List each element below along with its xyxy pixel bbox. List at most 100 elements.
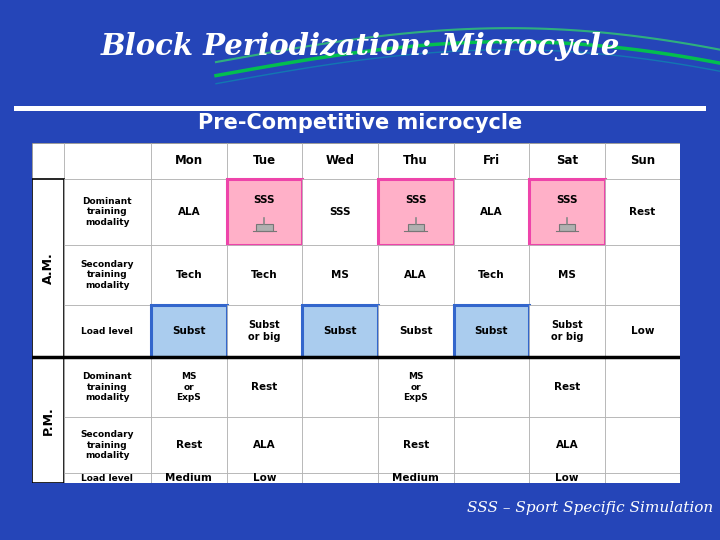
Bar [151, 245, 227, 305]
Bar [454, 473, 529, 483]
Text: ALA: ALA [480, 207, 503, 217]
Bar [227, 143, 302, 179]
Text: SSS: SSS [557, 195, 577, 205]
Bar [302, 143, 378, 179]
Text: ALA: ALA [253, 440, 276, 450]
Text: ALA: ALA [178, 207, 200, 217]
Text: Subst: Subst [323, 326, 357, 336]
Text: Rest: Rest [251, 382, 277, 392]
Text: Subst
or big: Subst or big [551, 320, 583, 342]
Bar [227, 357, 302, 417]
Text: Load level: Load level [81, 474, 133, 483]
Bar [302, 417, 378, 473]
Text: Tech: Tech [251, 270, 278, 280]
Bar [32, 357, 63, 483]
Text: P.M.: P.M. [42, 406, 55, 435]
Text: Secondary
training
modality: Secondary training modality [81, 260, 134, 290]
Bar [454, 245, 529, 305]
Bar [227, 473, 302, 483]
Text: SSS: SSS [253, 195, 275, 205]
Bar [529, 305, 605, 357]
Bar [32, 179, 63, 357]
Bar [227, 417, 302, 473]
Bar [378, 179, 454, 245]
Text: Sat: Sat [556, 154, 578, 167]
Bar [151, 179, 227, 245]
Text: Fri: Fri [483, 154, 500, 167]
Bar [408, 225, 424, 231]
Text: Low: Low [253, 473, 276, 483]
Bar [227, 245, 302, 305]
Bar [63, 143, 151, 179]
Bar [605, 417, 680, 473]
Bar [378, 357, 454, 417]
Bar [454, 143, 529, 179]
Text: Pre-Competitive microcycle: Pre-Competitive microcycle [198, 113, 522, 133]
Text: MS: MS [558, 270, 576, 280]
Text: Secondary
training
modality: Secondary training modality [81, 430, 134, 460]
Bar [529, 245, 605, 305]
Bar [529, 473, 605, 483]
Text: Low: Low [631, 326, 654, 336]
Text: Subst: Subst [172, 326, 205, 336]
Bar [32, 143, 63, 179]
Bar [605, 179, 680, 245]
Bar [605, 357, 680, 417]
Text: Thu: Thu [403, 154, 428, 167]
Bar [454, 357, 529, 417]
Bar [529, 179, 605, 245]
Bar [454, 179, 529, 245]
Text: Sun: Sun [630, 154, 655, 167]
Text: Block Periodization: Microcycle: Block Periodization: Microcycle [100, 32, 620, 61]
Text: Subst
or big: Subst or big [248, 320, 281, 342]
Bar [529, 143, 605, 179]
Bar [151, 357, 227, 417]
Bar [378, 417, 454, 473]
Bar [14, 106, 706, 111]
Bar [605, 143, 680, 179]
Text: Rest: Rest [176, 440, 202, 450]
Bar [227, 179, 302, 245]
Bar [256, 225, 273, 231]
Bar [227, 305, 302, 357]
Bar [605, 245, 680, 305]
Bar [605, 305, 680, 357]
Bar [302, 357, 378, 417]
Bar [378, 473, 454, 483]
Bar [63, 305, 151, 357]
Text: Subst: Subst [399, 326, 433, 336]
Bar [559, 225, 575, 231]
Text: MS: MS [331, 270, 349, 280]
Text: Tech: Tech [176, 270, 202, 280]
Bar [63, 473, 151, 483]
Bar [605, 473, 680, 483]
Bar [151, 305, 227, 357]
Bar [302, 305, 378, 357]
Bar [63, 417, 151, 473]
Bar [529, 357, 605, 417]
Text: ALA: ALA [405, 270, 427, 280]
Bar [378, 305, 454, 357]
Text: MS
or
ExpS: MS or ExpS [176, 372, 201, 402]
Bar [454, 305, 529, 357]
Bar [378, 245, 454, 305]
Bar [529, 417, 605, 473]
Bar [454, 417, 529, 473]
Text: SSS – Sport Specific Simulation: SSS – Sport Specific Simulation [467, 501, 714, 515]
Bar [151, 143, 227, 179]
Text: Tue: Tue [253, 154, 276, 167]
Bar [63, 357, 151, 417]
Text: Low: Low [555, 473, 579, 483]
Text: Mon: Mon [175, 154, 203, 167]
Text: Subst: Subst [474, 326, 508, 336]
Text: MS
or
ExpS: MS or ExpS [403, 372, 428, 402]
Text: SSS: SSS [329, 207, 351, 217]
Text: Rest: Rest [554, 382, 580, 392]
Text: SSS: SSS [405, 195, 426, 205]
Text: Dominant
training
modality: Dominant training modality [82, 372, 132, 402]
Text: Tech: Tech [478, 270, 505, 280]
Bar [302, 179, 378, 245]
Text: Dominant
training
modality: Dominant training modality [82, 197, 132, 227]
Text: ALA: ALA [556, 440, 578, 450]
Text: Wed: Wed [325, 154, 354, 167]
